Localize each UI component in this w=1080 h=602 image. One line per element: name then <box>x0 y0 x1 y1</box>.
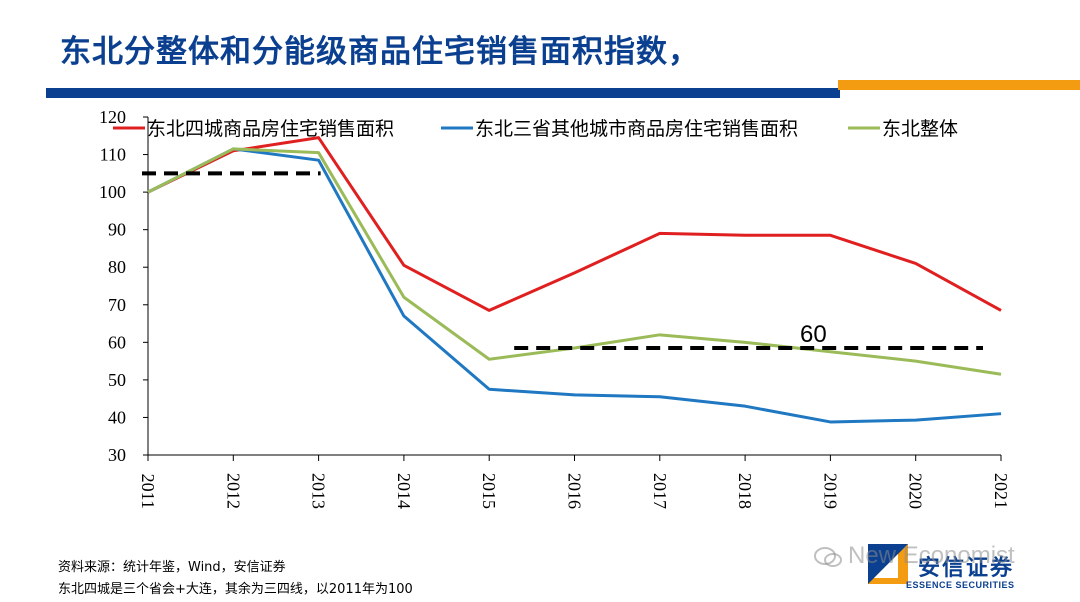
y-tick-label: 40 <box>108 407 126 427</box>
series-line-1 <box>147 136 1002 312</box>
x-tick-label: 2021 <box>991 473 1011 509</box>
chart-axes: 30 40 50 60 70 80 90 100 110 120 2011 2012 2013 2014 2… <box>99 107 1011 509</box>
y-tick-label: 90 <box>108 220 126 240</box>
x-tick-label: 2018 <box>735 473 755 509</box>
y-tick-label: 100 <box>99 182 126 202</box>
chart-legend: 东北四城商品房住宅销售面积 东北三省其他城市商品房住宅销售面积 东北整体 <box>113 118 958 140</box>
x-tick-label: 2020 <box>906 473 926 509</box>
x-tick-label: 2014 <box>394 473 414 509</box>
logo-mark-icon <box>868 544 908 584</box>
watermark-text: New Economist <box>808 542 1015 570</box>
y-tick-label: 50 <box>108 370 126 390</box>
x-tick-label: 2017 <box>650 473 670 509</box>
legend-label-1: 东北四城商品房住宅销售面积 <box>147 118 394 140</box>
x-tick-label: 2013 <box>309 473 329 509</box>
legend-label-3: 东北整体 <box>882 118 958 140</box>
x-tick-label: 2011 <box>138 474 158 509</box>
title-underline-orange <box>838 80 1080 90</box>
y-tick-label: 80 <box>108 257 126 277</box>
footnote-definition: 东北四城是三个省会+大连，其余为三四线，以2011年为100 <box>58 582 413 597</box>
y-tick-label: 60 <box>108 332 126 352</box>
logo-text-en: ESSENCE SECURITIES <box>906 580 1015 590</box>
wechat-icon <box>814 547 842 567</box>
x-tick-label: 2019 <box>820 473 840 509</box>
y-tick-label: 110 <box>100 145 126 165</box>
source-note: 资料来源：统计年鉴，Wind，安信证券 <box>58 560 286 575</box>
slide-title: 东北分整体和分能级商品住宅销售面积指数， <box>60 34 700 70</box>
watermark-label: New Economist <box>848 542 1015 569</box>
title-underline-blue <box>46 88 840 98</box>
chart-series <box>147 136 1002 424</box>
reference-line-label: 60 <box>800 321 827 348</box>
series-line-3 <box>147 147 1002 376</box>
y-tick-label: 30 <box>108 445 126 465</box>
company-logo: 安信证券 ESSENCE SECURITIES <box>868 544 1058 596</box>
chart-reference-lines: 60 <box>142 171 983 350</box>
x-tick-label: 2016 <box>565 473 585 509</box>
series-line-2 <box>147 147 1002 424</box>
logo-text-cn: 安信证券 <box>918 556 1015 581</box>
y-tick-label: 120 <box>99 107 126 127</box>
x-tick-label: 2012 <box>223 473 243 509</box>
legend-label-2: 东北三省其他城市商品房住宅销售面积 <box>475 118 798 140</box>
x-tick-label: 2015 <box>479 473 499 509</box>
y-tick-label: 70 <box>108 295 126 315</box>
